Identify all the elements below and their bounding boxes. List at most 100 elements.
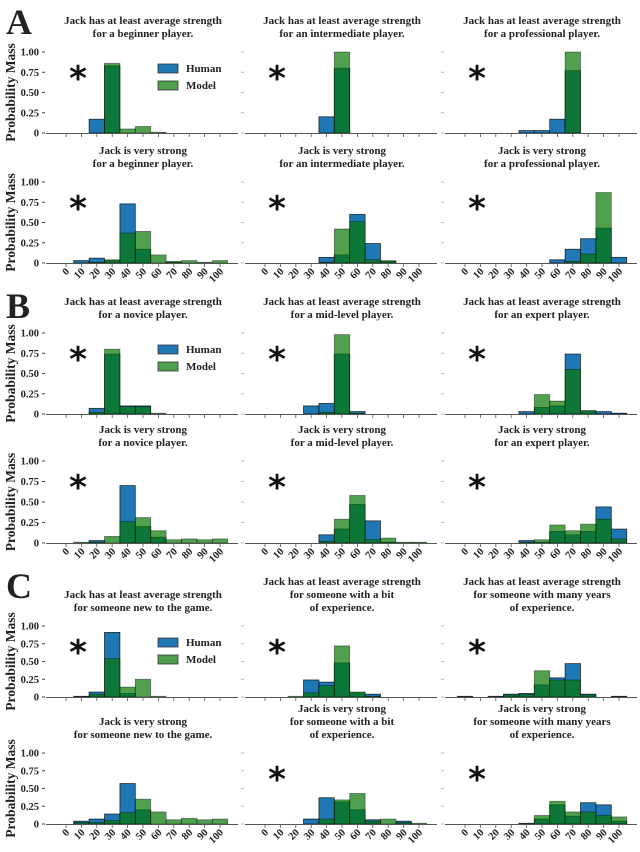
x-tick-label: 100 (606, 546, 625, 565)
legend: Human Model (157, 344, 221, 373)
model-bar (165, 260, 182, 264)
x-tick-label: 0 (460, 827, 471, 838)
subplot-title-line: Jack is very strong (99, 424, 188, 436)
subplot-title-line: Jack has at least average strength (263, 296, 421, 308)
human-bar (549, 118, 566, 134)
x-tick-label: 60 (348, 546, 363, 561)
model-bar (610, 538, 628, 544)
x-tick-label: 70 (165, 546, 180, 561)
model-bar (595, 192, 612, 264)
y-tick-label: 0 (34, 410, 39, 421)
y-tick-label: 0.75 (21, 639, 39, 650)
model-bar (119, 521, 136, 544)
model-bar (333, 518, 351, 544)
significance-asterisk: * (268, 468, 286, 508)
model-bar (595, 815, 612, 825)
x-tick-label: 30 (302, 827, 317, 842)
subplot-title-line: for an intermediate player. (279, 158, 405, 170)
subplot-title-line: Jack is very strong (498, 424, 587, 436)
human-bar (318, 116, 335, 134)
significance-asterisk: * (468, 633, 486, 673)
y-tick-label: 0.25 (21, 675, 39, 686)
model-bar (564, 51, 581, 134)
x-tick-label: 20 (487, 266, 502, 281)
human-bar (518, 411, 535, 415)
subplot-title-line: for someone with a bit (290, 716, 395, 728)
x-tick-label: 80 (379, 546, 394, 561)
model-bar (196, 819, 213, 825)
model-bar (181, 538, 198, 544)
model-bar (211, 538, 229, 544)
x-tick-label: 0 (61, 827, 72, 838)
y-axis-label: Probability Mass (3, 324, 18, 422)
x-tick-label: 60 (548, 827, 563, 842)
x-tick-label: 20 (287, 827, 302, 842)
x-tick-label: 70 (165, 266, 180, 281)
model-bar (533, 815, 551, 825)
x-tick-label: 40 (318, 546, 333, 561)
legend-human-label: Human (186, 63, 221, 75)
model-bar (104, 658, 121, 698)
x-tick-label: 10 (72, 266, 87, 281)
x-tick-label: 60 (348, 266, 363, 281)
model-bar (134, 231, 152, 264)
y-tick-label: 0.75 (21, 477, 39, 488)
subplot-title-line: for an expert player. (494, 437, 590, 449)
y-tick-label: 1.00 (21, 329, 39, 340)
model-bar (364, 820, 381, 825)
subplot-title-line: Jack is very strong (498, 703, 587, 715)
x-tick-label: 20 (287, 266, 302, 281)
legend-model-label: Model (186, 654, 216, 666)
significance-asterisk: * (69, 633, 87, 673)
subplot-title-line: for a professional player. (484, 28, 600, 40)
subplot-title-line: for an expert player. (494, 309, 590, 321)
subplot-title-line: for someone with many years (473, 589, 611, 601)
x-tick-label: 80 (180, 266, 195, 281)
subplot-title-line: for an intermediate player. (279, 28, 405, 40)
model-bar (119, 232, 136, 264)
subplot-title-line: Jack is very strong (298, 424, 387, 436)
x-tick-label: 30 (502, 827, 517, 842)
legend-model-label: Model (186, 80, 216, 92)
model-bar (303, 692, 320, 698)
model-bar (580, 410, 597, 415)
subplot-title-line: Jack is very strong (298, 703, 387, 715)
model-bar (134, 126, 152, 134)
model-bar (595, 518, 612, 544)
y-tick-label: 1.00 (21, 749, 39, 760)
y-tick-label: 0.50 (21, 88, 39, 99)
x-tick-label: 50 (134, 546, 149, 561)
x-tick-label: 60 (149, 546, 164, 561)
significance-asterisk: * (468, 340, 486, 380)
y-tick-label: 0.75 (21, 349, 39, 360)
x-tick-label: 10 (271, 266, 286, 281)
x-tick-label: 10 (471, 266, 486, 281)
model-bar (196, 539, 213, 544)
subplot-title-line: Jack is very strong (99, 145, 188, 157)
y-tick-label: 0.25 (21, 802, 39, 813)
subplot-title-line: for someone with many years (473, 716, 611, 728)
x-tick-label: 30 (103, 827, 118, 842)
model-bar (564, 260, 581, 264)
model-bar (318, 261, 335, 264)
model-bar (88, 693, 105, 698)
subplot-title-line: Jack is very strong (298, 145, 387, 157)
legend: Human Model (157, 63, 221, 92)
model-bar (181, 260, 198, 264)
human-bar (73, 260, 90, 264)
model-bar (211, 818, 229, 825)
significance-asterisk: * (69, 468, 87, 508)
human-bar (564, 248, 581, 264)
y-tick-label: 0.75 (21, 68, 39, 79)
x-tick-label: 70 (564, 827, 579, 842)
x-tick-label: 80 (379, 266, 394, 281)
x-tick-label: 100 (406, 266, 425, 285)
model-bar (104, 536, 121, 544)
model-bar (165, 539, 182, 544)
